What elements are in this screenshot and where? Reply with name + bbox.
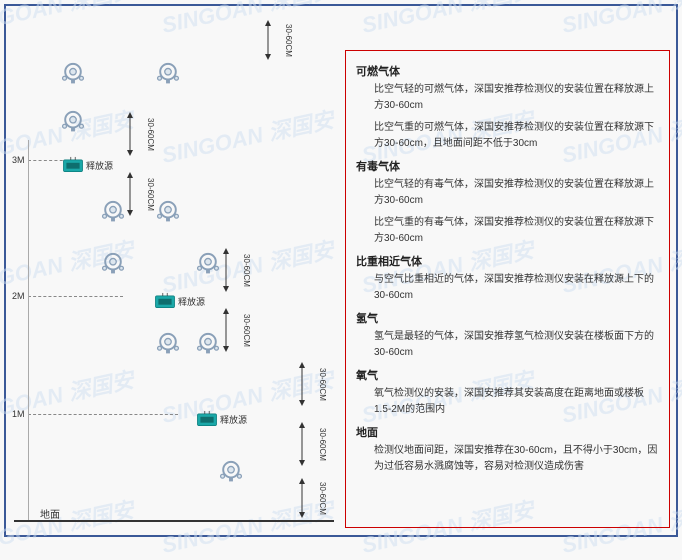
dimension-arrow — [298, 478, 306, 518]
section-heading: 有毒气体 — [356, 158, 659, 174]
emitter-label: 释放源 — [178, 295, 205, 308]
emitter-label: 释放源 — [86, 159, 113, 172]
gas-sensor-icon — [155, 330, 181, 356]
section-paragraph: 比空气重的可燃气体，深国安推荐检测仪的安装位置在释放源下方30-60cm，且地面… — [374, 120, 659, 152]
section-paragraph: 检测仪地面间距，深国安推荐在30-60cm，且不得小于30cm，因为过低容易水溅… — [374, 443, 659, 475]
section-heading: 可燃气体 — [356, 63, 659, 79]
text-panel: 可燃气体比空气轻的可燃气体，深国安推荐检测仪的安装位置在释放源上方30-60cm… — [345, 50, 670, 528]
gas-sensor-icon — [60, 108, 86, 134]
y-axis-guide — [28, 296, 123, 297]
ground-label: 地面 — [40, 506, 60, 521]
dimension-arrow — [126, 172, 134, 216]
dimension-label: 30-60CM — [146, 178, 155, 211]
section-paragraph: 比空气轻的可燃气体，深国安推荐检测仪的安装位置在释放源上方30-60cm — [374, 82, 659, 114]
gas-sensor-icon — [155, 198, 181, 224]
y-axis-tick: 3M — [12, 155, 25, 165]
section-paragraph: 氧气检测仪的安装，深国安推荐其安装高度在距离地面或楼板1.5-2M的范围内 — [374, 386, 659, 418]
dimension-label: 30-60CM — [242, 254, 251, 287]
gas-sensor-icon — [60, 60, 86, 86]
section-heading: 比重相近气体 — [356, 253, 659, 269]
y-axis-guide — [28, 414, 178, 415]
dimension-arrow — [298, 422, 306, 466]
dimension-label: 30-60CM — [318, 428, 327, 461]
gas-sensor-icon — [100, 198, 126, 224]
dimension-label: 30-60CM — [284, 24, 293, 57]
section-heading: 氢气 — [356, 310, 659, 326]
dimension-label: 30-60CM — [318, 482, 327, 515]
dimension-arrow — [222, 248, 230, 292]
y-axis-tick: 1M — [12, 409, 25, 419]
y-axis-tick: 2M — [12, 291, 25, 301]
emitter-icon — [196, 409, 218, 429]
dimension-arrow — [264, 20, 272, 60]
gas-sensor-icon — [155, 60, 181, 86]
dimension-arrow — [222, 308, 230, 352]
gas-sensor-icon — [218, 458, 244, 484]
emitter-icon — [154, 291, 176, 311]
section-paragraph: 比空气重的有毒气体，深国安推荐检测仪的安装位置在释放源下方30-60cm — [374, 215, 659, 247]
section-paragraph: 氢气是最轻的气体，深国安推荐氢气检测仪安装在楼板面下方的30-60cm — [374, 329, 659, 361]
gas-sensor-icon — [100, 250, 126, 276]
section-paragraph: 与空气比重相近的气体，深国安推荐检测仪安装在释放源上下的30-60cm — [374, 272, 659, 304]
section-heading: 氧气 — [356, 367, 659, 383]
section-heading: 地面 — [356, 424, 659, 440]
dimension-label: 30-60CM — [318, 368, 327, 401]
gas-sensor-icon — [195, 250, 221, 276]
emitter-icon — [62, 155, 84, 175]
section-paragraph: 比空气轻的有毒气体，深国安推荐检测仪的安装位置在释放源上方30-60cm — [374, 177, 659, 209]
y-axis-line — [28, 140, 29, 520]
dimension-label: 30-60CM — [146, 118, 155, 151]
gas-sensor-icon — [195, 330, 221, 356]
dimension-arrow — [126, 112, 134, 156]
ground-line — [14, 520, 334, 522]
dimension-arrow — [298, 362, 306, 406]
dimension-label: 30-60CM — [242, 314, 251, 347]
emitter-label: 释放源 — [220, 413, 247, 426]
